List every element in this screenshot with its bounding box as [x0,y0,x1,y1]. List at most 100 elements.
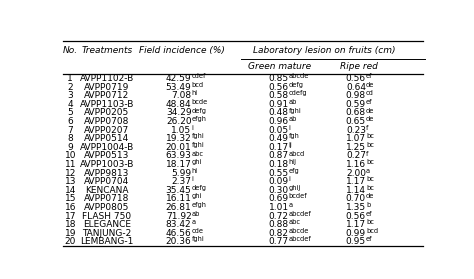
Text: Green mature: Green mature [248,62,311,71]
Text: de: de [366,82,374,88]
Text: TANJUNG-2: TANJUNG-2 [82,229,132,238]
Text: 0.56: 0.56 [346,211,366,221]
Text: a: a [366,168,370,174]
Text: Treatments: Treatments [82,46,133,55]
Text: 11: 11 [64,160,76,169]
Text: 0.18: 0.18 [269,160,289,169]
Text: 0.64: 0.64 [346,83,366,92]
Text: 0.55: 0.55 [269,169,289,178]
Text: 1: 1 [67,74,73,83]
Text: AVPP0719: AVPP0719 [84,83,130,92]
Text: 34.29: 34.29 [166,109,191,117]
Text: 46.56: 46.56 [166,229,191,238]
Text: 5.99: 5.99 [172,169,191,178]
Text: 26.81: 26.81 [166,203,191,212]
Text: 19: 19 [64,229,76,238]
Text: ef: ef [366,99,373,105]
Text: i: i [191,176,193,182]
Text: 16: 16 [64,203,76,212]
Text: 15: 15 [64,194,76,203]
Text: bcd: bcd [366,228,378,234]
Text: 2.00: 2.00 [346,169,366,178]
Text: 0.17: 0.17 [269,143,289,152]
Text: 13: 13 [64,177,76,186]
Text: cdef: cdef [191,73,206,79]
Text: 0.68: 0.68 [346,109,366,117]
Text: 1.17: 1.17 [346,220,366,229]
Text: KENCANA: KENCANA [85,186,129,195]
Text: abcdef: abcdef [289,211,311,217]
Text: ab: ab [191,211,200,217]
Text: 83.42: 83.42 [166,220,191,229]
Text: AVPP0704: AVPP0704 [84,177,129,186]
Text: de: de [366,108,374,114]
Text: AVPP1103-B: AVPP1103-B [80,100,134,109]
Text: efg: efg [289,168,300,174]
Text: 0.70: 0.70 [346,194,366,203]
Text: 53.49: 53.49 [166,83,191,92]
Text: i: i [289,125,291,131]
Text: efgh: efgh [191,202,207,208]
Text: 0.09: 0.09 [269,177,289,186]
Text: abcdef: abcdef [289,237,311,242]
Text: 2.37: 2.37 [172,177,191,186]
Text: hi: hi [191,90,198,96]
Text: abc: abc [191,151,203,157]
Text: bc: bc [366,159,374,165]
Text: FLASH 750: FLASH 750 [82,211,132,221]
Text: 0.96: 0.96 [269,117,289,126]
Text: de: de [366,116,374,122]
Text: ef: ef [366,237,373,242]
Text: 1.05: 1.05 [172,126,191,135]
Text: 0.23: 0.23 [346,126,366,135]
Text: 0.77: 0.77 [269,237,289,246]
Text: AVPP0207: AVPP0207 [84,126,129,135]
Text: 9: 9 [67,143,73,152]
Text: b: b [366,202,370,208]
Text: abcde: abcde [289,228,309,234]
Text: 12: 12 [64,169,76,178]
Text: 0.65: 0.65 [346,117,366,126]
Text: abc: abc [289,219,301,225]
Text: 48.84: 48.84 [166,100,191,109]
Text: 71.92: 71.92 [166,211,191,221]
Text: defg: defg [191,185,207,191]
Text: 1.07: 1.07 [346,134,366,143]
Text: 7.08: 7.08 [172,91,191,100]
Text: AVPP0205: AVPP0205 [84,109,129,117]
Text: fghi: fghi [191,142,204,148]
Text: defg: defg [191,108,207,114]
Text: 1.17: 1.17 [346,177,366,186]
Text: cd: cd [366,90,374,96]
Text: 18: 18 [64,220,76,229]
Text: cdefg: cdefg [289,90,308,96]
Text: 20.36: 20.36 [166,237,191,246]
Text: 1.14: 1.14 [346,186,366,195]
Text: AVPP0513: AVPP0513 [84,151,130,160]
Text: 0.27: 0.27 [346,151,366,160]
Text: ab: ab [289,116,297,122]
Text: 0.99: 0.99 [346,229,366,238]
Text: Field incidence (%): Field incidence (%) [139,46,225,55]
Text: 6: 6 [67,117,73,126]
Text: AVPP1102-B: AVPP1102-B [80,74,134,83]
Text: Ripe red: Ripe red [340,62,378,71]
Text: hi: hi [191,168,198,174]
Text: efgh: efgh [191,116,207,122]
Text: ELEGANCE: ELEGANCE [83,220,131,229]
Text: LEMBANG-1: LEMBANG-1 [80,237,134,246]
Text: bc: bc [366,176,374,182]
Text: 0.85: 0.85 [269,74,289,83]
Text: 10: 10 [64,151,76,160]
Text: 0.72: 0.72 [269,211,289,221]
Text: bcd: bcd [191,82,204,88]
Text: 7: 7 [67,126,73,135]
Text: 0.56: 0.56 [269,83,289,92]
Text: bcdef: bcdef [289,194,308,199]
Text: Laboratory lesion on fruits (cm): Laboratory lesion on fruits (cm) [254,46,396,55]
Text: fghi: fghi [289,108,301,114]
Text: a: a [191,219,196,225]
Text: 0.87: 0.87 [269,151,289,160]
Text: fghi: fghi [191,133,204,139]
Text: AVPP0708: AVPP0708 [84,117,130,126]
